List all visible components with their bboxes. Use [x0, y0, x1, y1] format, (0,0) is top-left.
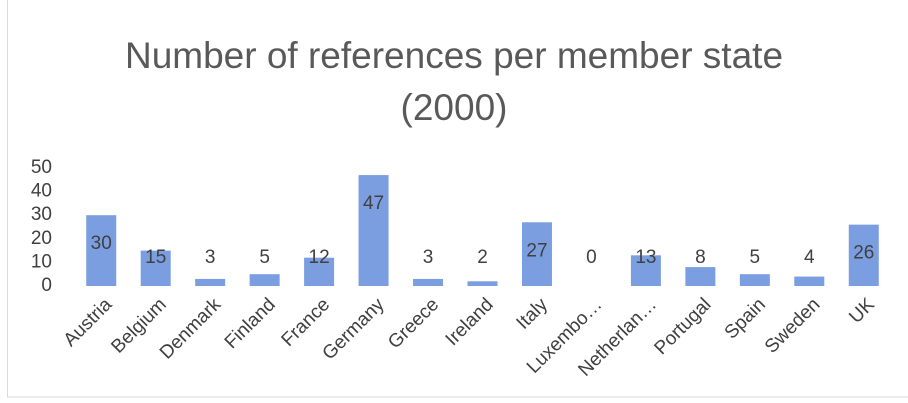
data-label: 12 — [309, 247, 330, 268]
bar — [521, 222, 552, 286]
x-tick-label: Spain — [721, 294, 770, 343]
y-tick-label: 0 — [41, 275, 52, 296]
bar — [249, 274, 280, 286]
bar — [794, 276, 825, 286]
x-tick-label: Denmark — [156, 294, 226, 364]
x-tick-label: Greece — [384, 294, 443, 353]
y-tick-label: 30 — [31, 204, 52, 225]
x-tick-label: UK — [845, 294, 879, 328]
data-label: 8 — [695, 247, 706, 268]
bar — [195, 278, 226, 286]
bar — [685, 267, 716, 286]
data-label: 3 — [205, 247, 216, 268]
bar — [630, 255, 661, 286]
data-label: 27 — [526, 240, 547, 261]
chart-border — [7, 0, 908, 398]
y-tick-label: 20 — [31, 228, 52, 249]
y-tick-label: 40 — [31, 181, 52, 202]
data-label: 3 — [423, 247, 434, 268]
x-tick-label: Sweden — [761, 294, 824, 357]
data-label: 4 — [804, 247, 815, 268]
y-tick-label: 10 — [31, 251, 52, 272]
data-label: 0 — [586, 247, 597, 268]
y-tick-label: 50 — [31, 157, 52, 178]
data-label: 15 — [145, 247, 166, 268]
bar — [140, 250, 171, 286]
bar — [739, 274, 770, 286]
data-label: 2 — [477, 247, 488, 268]
data-label: 13 — [635, 247, 656, 268]
bar — [358, 175, 389, 286]
x-tick-label: Italy — [513, 294, 553, 334]
data-label: 47 — [363, 193, 384, 214]
x-tick-label: Portugal — [651, 294, 716, 359]
data-label: 5 — [259, 247, 270, 268]
bar — [86, 215, 117, 286]
data-label: 26 — [853, 243, 874, 264]
x-tick-label: Finland — [221, 294, 280, 353]
bar — [848, 224, 879, 286]
data-label: 5 — [750, 247, 761, 268]
bar — [467, 281, 498, 286]
bar — [413, 278, 444, 286]
chart-title: Number of references per member state (2… — [124, 35, 784, 128]
x-tick-label: Ireland — [442, 294, 498, 350]
bar — [304, 257, 335, 286]
data-label: 30 — [91, 233, 112, 254]
